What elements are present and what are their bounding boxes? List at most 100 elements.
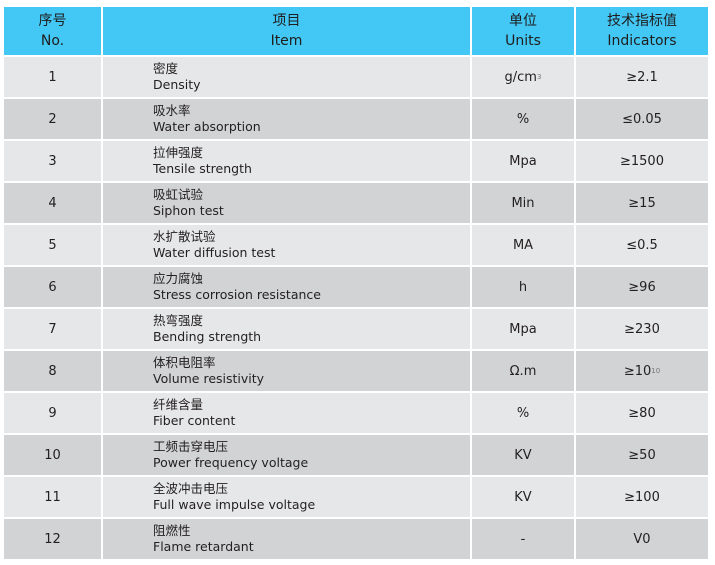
cell-item: 纤维含量 Fiber content [103, 393, 470, 433]
cell-indicator: ≥80 [576, 393, 708, 433]
row-number: 11 [44, 489, 61, 505]
indicator-value: ≥230 [624, 321, 660, 337]
table-row: 5 水扩散试验 Water diffusion test MA ≤0.5 [4, 225, 708, 265]
cell-no: 2 [4, 99, 101, 139]
header-item-zh: 项目 [272, 13, 301, 29]
row-number: 5 [48, 237, 57, 253]
cell-no: 12 [4, 519, 101, 559]
item-name-en: Power frequency voltage [153, 455, 309, 470]
unit: g/cm [504, 69, 537, 85]
unit: Min [511, 195, 535, 211]
table-row: 8 体积电阻率 Volume resistivity Ω.m ≥10 10 [4, 351, 708, 391]
table-row: 3 拉伸强度 Tensile strength Mpa ≥1500 [4, 141, 708, 181]
unit: Ω.m [509, 363, 537, 379]
cell-no: 1 [4, 57, 101, 97]
header-indicators: 技术指标值 Indicators [576, 7, 708, 55]
cell-unit: Min [472, 183, 574, 223]
item-name-zh: 阻燃性 [153, 523, 191, 538]
unit: Mpa [509, 321, 537, 337]
table-row: 11 全波冲击电压 Full wave impulse voltage KV ≥1… [4, 477, 708, 517]
table-row: 2 吸水率 Water absorption % ≤0.05 [4, 99, 708, 139]
header-item-en: Item [270, 33, 303, 49]
item-name-zh: 全波冲击电压 [153, 481, 229, 496]
indicator-value: ≥15 [628, 195, 656, 211]
cell-indicator: ≥230 [576, 309, 708, 349]
cell-no: 7 [4, 309, 101, 349]
cell-unit: % [472, 99, 574, 139]
cell-item: 体积电阻率 Volume resistivity [103, 351, 470, 391]
unit: KV [514, 447, 532, 463]
table-row: 7 热弯强度 Bending strength Mpa ≥230 [4, 309, 708, 349]
item-name-en: Bending strength [153, 329, 262, 344]
item-name-en: Water diffusion test [153, 245, 276, 260]
indicator-value: ≥96 [628, 279, 656, 295]
indicator-value: ≤0.5 [626, 237, 658, 253]
header-units: 单位 Units [472, 7, 574, 55]
item-name-en: Flame retardant [153, 539, 254, 554]
item-name-en: Stress corrosion resistance [153, 287, 321, 302]
cell-indicator: ≥2.1 [576, 57, 708, 97]
item-name-zh: 纤维含量 [153, 397, 204, 412]
header-units-en: Units [505, 33, 541, 49]
cell-item: 全波冲击电压 Full wave impulse voltage [103, 477, 470, 517]
cell-no: 10 [4, 435, 101, 475]
cell-unit: - [472, 519, 574, 559]
unit-superscript: 3 [536, 73, 542, 81]
cell-item: 应力腐蚀 Stress corrosion resistance [103, 267, 470, 307]
row-number: 8 [48, 363, 57, 379]
item-name-zh: 拉伸强度 [153, 145, 204, 160]
unit: Mpa [509, 153, 537, 169]
item-name-zh: 水扩散试验 [153, 229, 216, 244]
cell-no: 3 [4, 141, 101, 181]
table-row: 12 阻燃性 Flame retardant - V0 [4, 519, 708, 559]
item-name-zh: 应力腐蚀 [153, 271, 204, 286]
spec-table: 序号 No. 项目 Item 单位 Units 技术指标值 Indicators 1 密… [4, 7, 708, 561]
row-number: 7 [48, 321, 57, 337]
indicator-superscript: 10 [651, 367, 661, 375]
unit: - [520, 531, 526, 547]
table-row: 9 纤维含量 Fiber content % ≥80 [4, 393, 708, 433]
header-item: 项目 Item [103, 7, 470, 55]
row-number: 12 [44, 531, 61, 547]
cell-indicator: ≥100 [576, 477, 708, 517]
cell-item: 水扩散试验 Water diffusion test [103, 225, 470, 265]
cell-indicator: ≤0.5 [576, 225, 708, 265]
cell-no: 9 [4, 393, 101, 433]
cell-indicator: ≤0.05 [576, 99, 708, 139]
item-name-zh: 工频击穿电压 [153, 439, 229, 454]
item-name-en: Water absorption [153, 119, 261, 134]
unit: % [516, 111, 530, 127]
table-row: 1 密度 Density g/cm 3 ≥2.1 [4, 57, 708, 97]
table-row: 4 吸虹试验 Siphon test Min ≥15 [4, 183, 708, 223]
header-indicators-en: Indicators [607, 33, 677, 49]
indicator-value: ≥100 [624, 489, 660, 505]
item-name-en: Fiber content [153, 413, 236, 428]
row-number: 3 [48, 153, 57, 169]
cell-no: 11 [4, 477, 101, 517]
item-name-zh: 热弯强度 [153, 313, 204, 328]
row-number: 6 [48, 279, 57, 295]
indicator-value: ≥2.1 [626, 69, 658, 85]
cell-item: 工频击穿电压 Power frequency voltage [103, 435, 470, 475]
cell-no: 4 [4, 183, 101, 223]
cell-item: 热弯强度 Bending strength [103, 309, 470, 349]
indicator-value: ≤0.05 [622, 111, 662, 127]
cell-indicator: V0 [576, 519, 708, 559]
item-name-zh: 密度 [153, 61, 179, 76]
cell-unit: Mpa [472, 141, 574, 181]
cell-unit: KV [472, 477, 574, 517]
cell-item: 吸虹试验 Siphon test [103, 183, 470, 223]
row-number: 4 [48, 195, 57, 211]
unit: MA [512, 237, 534, 253]
item-name-en: Density [153, 77, 201, 92]
cell-unit: h [472, 267, 574, 307]
cell-item: 拉伸强度 Tensile strength [103, 141, 470, 181]
header-no: 序号 No. [4, 7, 101, 55]
table-row: 6 应力腐蚀 Stress corrosion resistance h ≥96 [4, 267, 708, 307]
cell-unit: Mpa [472, 309, 574, 349]
cell-indicator: ≥96 [576, 267, 708, 307]
header-units-zh: 单位 [509, 13, 537, 29]
item-name-en: Volume resistivity [153, 371, 265, 386]
cell-unit: % [472, 393, 574, 433]
cell-indicator: ≥50 [576, 435, 708, 475]
